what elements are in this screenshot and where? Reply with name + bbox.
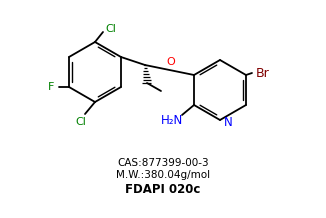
Text: FDAPI 020c: FDAPI 020c [125,182,201,196]
Text: H₂N: H₂N [161,114,183,126]
Text: Cl: Cl [106,24,116,34]
Text: Br: Br [256,66,270,80]
Text: O: O [166,57,175,67]
Text: CAS:877399-00-3: CAS:877399-00-3 [117,158,209,168]
Text: M.W.:380.04g/mol: M.W.:380.04g/mol [116,170,210,180]
Text: N: N [224,116,232,128]
Text: Cl: Cl [76,117,86,127]
Text: F: F [48,82,54,92]
